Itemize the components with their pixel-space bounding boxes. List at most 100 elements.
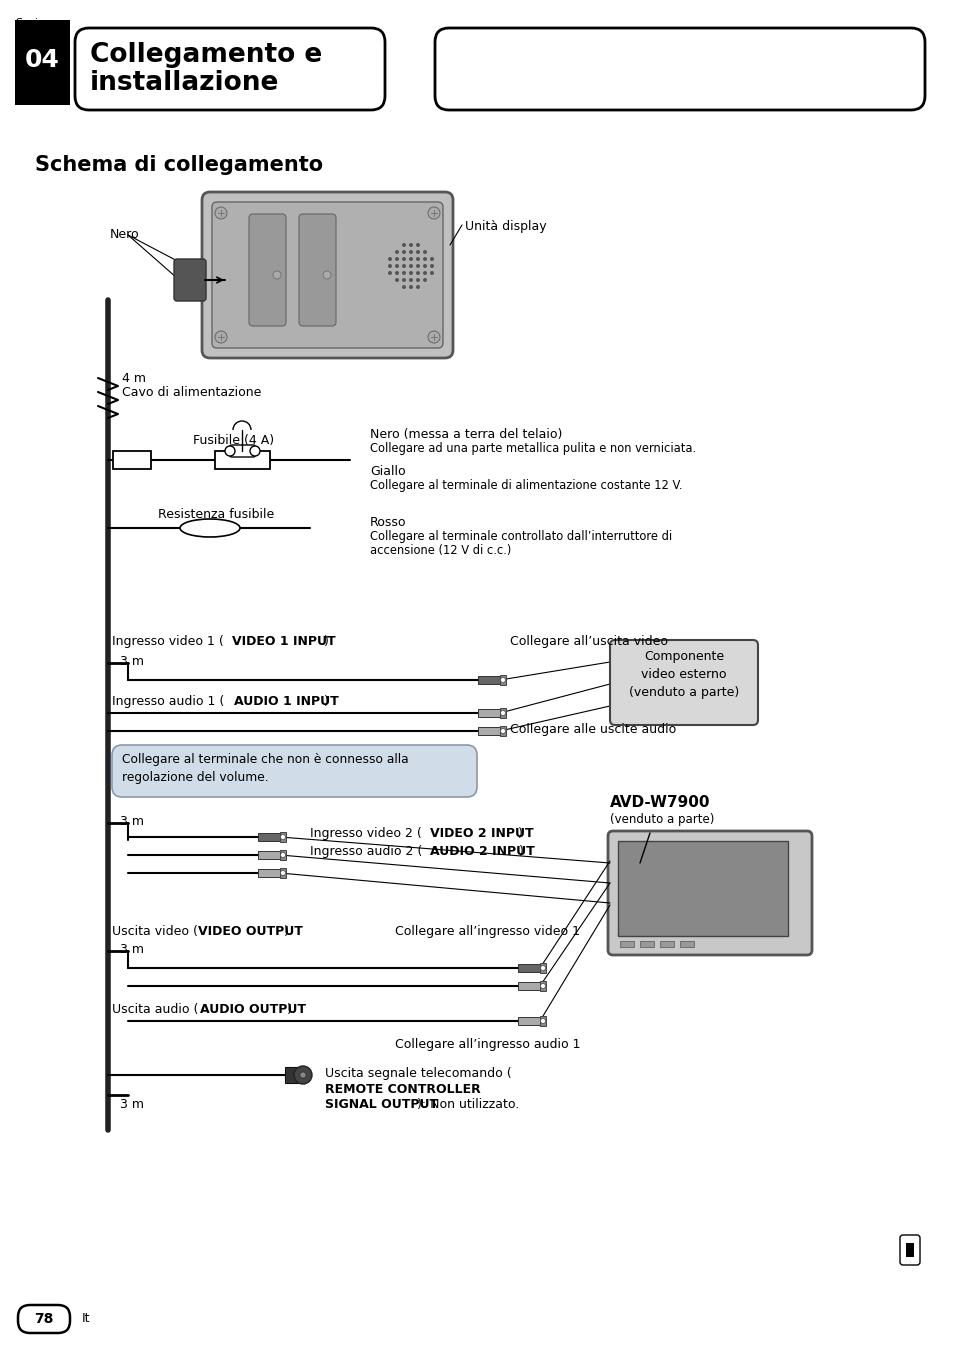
Text: Cavo di alimentazione: Cavo di alimentazione <box>122 387 261 399</box>
Circle shape <box>409 257 413 261</box>
Circle shape <box>416 285 419 289</box>
Circle shape <box>214 331 227 343</box>
Circle shape <box>401 243 406 247</box>
Circle shape <box>430 270 434 274</box>
Circle shape <box>416 250 419 254</box>
Text: Collegare al terminale controllato dall’interruttore di: Collegare al terminale controllato dall’… <box>370 530 672 544</box>
Circle shape <box>409 243 413 247</box>
Text: Collegare al terminale che non è connesso alla: Collegare al terminale che non è conness… <box>122 753 408 767</box>
Circle shape <box>323 270 331 279</box>
Circle shape <box>401 257 406 261</box>
Circle shape <box>409 250 413 254</box>
Text: Collegare ad una parte metallica pulita e non verniciata.: Collegare ad una parte metallica pulita … <box>370 442 696 456</box>
Bar <box>257 833 280 841</box>
Text: Schema di collegamento: Schema di collegamento <box>35 155 323 174</box>
Text: Collegare all’ingresso video 1: Collegare all’ingresso video 1 <box>395 925 579 938</box>
Circle shape <box>214 207 227 219</box>
FancyBboxPatch shape <box>212 201 442 347</box>
FancyBboxPatch shape <box>18 1305 70 1333</box>
Circle shape <box>422 250 427 254</box>
Circle shape <box>430 264 434 268</box>
Circle shape <box>416 257 419 261</box>
Text: REMOTE CONTROLLER: REMOTE CONTROLLER <box>325 1083 480 1096</box>
Bar <box>905 1242 913 1257</box>
Circle shape <box>395 250 398 254</box>
Bar <box>280 831 286 842</box>
Text: Collegare al terminale di alimentazione costante 12 V.: Collegare al terminale di alimentazione … <box>370 479 681 492</box>
Text: installazione: installazione <box>90 70 279 96</box>
FancyBboxPatch shape <box>229 445 255 457</box>
Text: Nero: Nero <box>110 228 139 241</box>
Text: AUDIO OUTPUT: AUDIO OUTPUT <box>200 1003 306 1015</box>
Text: (venduto a parte): (venduto a parte) <box>609 813 714 826</box>
Text: 78: 78 <box>34 1311 53 1326</box>
Text: 3 m: 3 m <box>120 815 144 827</box>
Circle shape <box>500 729 505 734</box>
Circle shape <box>388 270 392 274</box>
Bar <box>285 1067 305 1083</box>
FancyBboxPatch shape <box>249 214 286 326</box>
Text: Giallo: Giallo <box>370 465 405 479</box>
Circle shape <box>401 270 406 274</box>
Text: 3 m: 3 m <box>120 654 144 668</box>
Text: regolazione del volume.: regolazione del volume. <box>122 771 269 784</box>
Circle shape <box>250 446 260 456</box>
Bar <box>257 869 280 877</box>
Text: SIGNAL OUTPUT: SIGNAL OUTPUT <box>325 1098 437 1111</box>
Bar <box>539 982 545 991</box>
Bar <box>517 1017 539 1025</box>
Bar <box>499 708 505 718</box>
Circle shape <box>409 285 413 289</box>
Circle shape <box>540 983 545 988</box>
Circle shape <box>395 257 398 261</box>
Text: Componente: Componente <box>643 650 723 662</box>
Text: AUDIO 2 INPUT: AUDIO 2 INPUT <box>430 845 535 859</box>
Text: Ingresso audio 2 (: Ingresso audio 2 ( <box>310 845 422 859</box>
Circle shape <box>409 270 413 274</box>
Bar <box>257 850 280 859</box>
Circle shape <box>225 446 234 456</box>
Bar <box>619 941 634 946</box>
Text: 3 m: 3 m <box>120 942 144 956</box>
Bar <box>477 727 499 735</box>
Circle shape <box>388 264 392 268</box>
Circle shape <box>416 279 419 283</box>
Text: It: It <box>82 1313 91 1325</box>
Circle shape <box>422 270 427 274</box>
Text: Fusibile (4 A): Fusibile (4 A) <box>193 434 274 448</box>
Circle shape <box>401 285 406 289</box>
Text: Ingresso video 1 (: Ingresso video 1 ( <box>112 635 224 648</box>
Bar <box>214 452 270 469</box>
Circle shape <box>422 264 427 268</box>
Text: Collegamento e: Collegamento e <box>90 42 322 68</box>
Bar <box>539 963 545 973</box>
Bar <box>659 941 673 946</box>
FancyBboxPatch shape <box>112 745 476 796</box>
Text: Resistenza fusibile: Resistenza fusibile <box>158 508 274 521</box>
Text: VIDEO 1 INPUT: VIDEO 1 INPUT <box>232 635 335 648</box>
Text: Collegare all’ingresso audio 1: Collegare all’ingresso audio 1 <box>395 1038 579 1051</box>
Circle shape <box>273 270 281 279</box>
Text: Unità display: Unità display <box>464 220 546 233</box>
Bar <box>539 1015 545 1026</box>
Circle shape <box>395 279 398 283</box>
Text: ): ) <box>324 635 329 648</box>
Circle shape <box>409 279 413 283</box>
Text: Ingresso video 2 (: Ingresso video 2 ( <box>310 827 421 840</box>
Text: Collegare all’uscita video: Collegare all’uscita video <box>510 635 667 648</box>
Text: video esterno: video esterno <box>640 668 726 681</box>
Text: Collegare alle uscite audio: Collegare alle uscite audio <box>510 723 676 735</box>
Circle shape <box>401 250 406 254</box>
Circle shape <box>500 711 505 715</box>
Text: Sezione: Sezione <box>15 18 59 28</box>
FancyBboxPatch shape <box>899 1234 919 1265</box>
FancyBboxPatch shape <box>435 28 924 110</box>
Text: ): Non utilizzato.: ): Non utilizzato. <box>416 1098 518 1111</box>
Text: 4 m: 4 m <box>122 372 146 385</box>
Circle shape <box>395 264 398 268</box>
Bar <box>280 868 286 877</box>
Text: ): ) <box>287 1003 292 1015</box>
Bar <box>517 964 539 972</box>
Bar <box>639 941 654 946</box>
Text: AUDIO 1 INPUT: AUDIO 1 INPUT <box>233 695 338 708</box>
